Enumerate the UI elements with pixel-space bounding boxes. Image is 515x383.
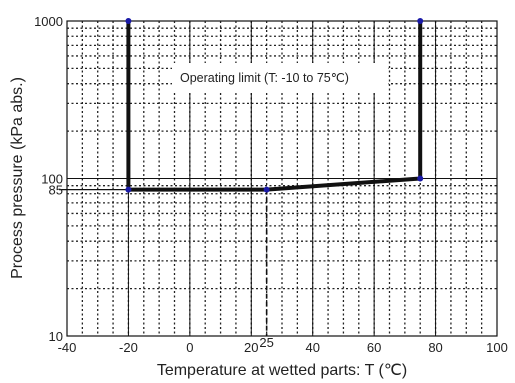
annotation-text: Operating limit (T: -10 to 75℃) (180, 71, 349, 85)
guide-lines (59, 189, 268, 336)
x-axis-title: Temperature at wetted parts: T (℃) (157, 362, 407, 379)
x-tick-label: 100 (486, 340, 508, 355)
data-point (417, 175, 424, 182)
x-tick-label: 20 (244, 340, 258, 355)
annotation-group: Operating limit (T: -10 to 75℃) (172, 63, 388, 93)
data-point (125, 186, 132, 193)
annotation-box (172, 63, 388, 93)
x-tick-label: -40 (58, 340, 77, 355)
y-tick-label: 100 (41, 172, 63, 187)
data-point (417, 18, 424, 24)
data-point (263, 186, 270, 193)
y-tick-label: 10 (49, 329, 63, 344)
x-tick-label-extra: 25 (259, 335, 273, 350)
x-tick-labels: -40 -20 0 20 40 60 80 100 25 (58, 335, 508, 355)
x-tick-label: 80 (428, 340, 442, 355)
y-tick-label-extra: 85 (49, 183, 63, 198)
data-point (125, 18, 132, 24)
x-tick-label: 60 (367, 340, 381, 355)
x-tick-label: -20 (119, 340, 138, 355)
y-tick-label: 1000 (34, 14, 63, 29)
series-group (125, 18, 424, 193)
x-tick-label: 0 (186, 340, 193, 355)
y-axis-title: Process pressure (kPa abs.) (9, 77, 26, 279)
x-tick-label: 40 (305, 340, 319, 355)
y-tick-labels: 10 100 1000 85 (34, 14, 63, 344)
